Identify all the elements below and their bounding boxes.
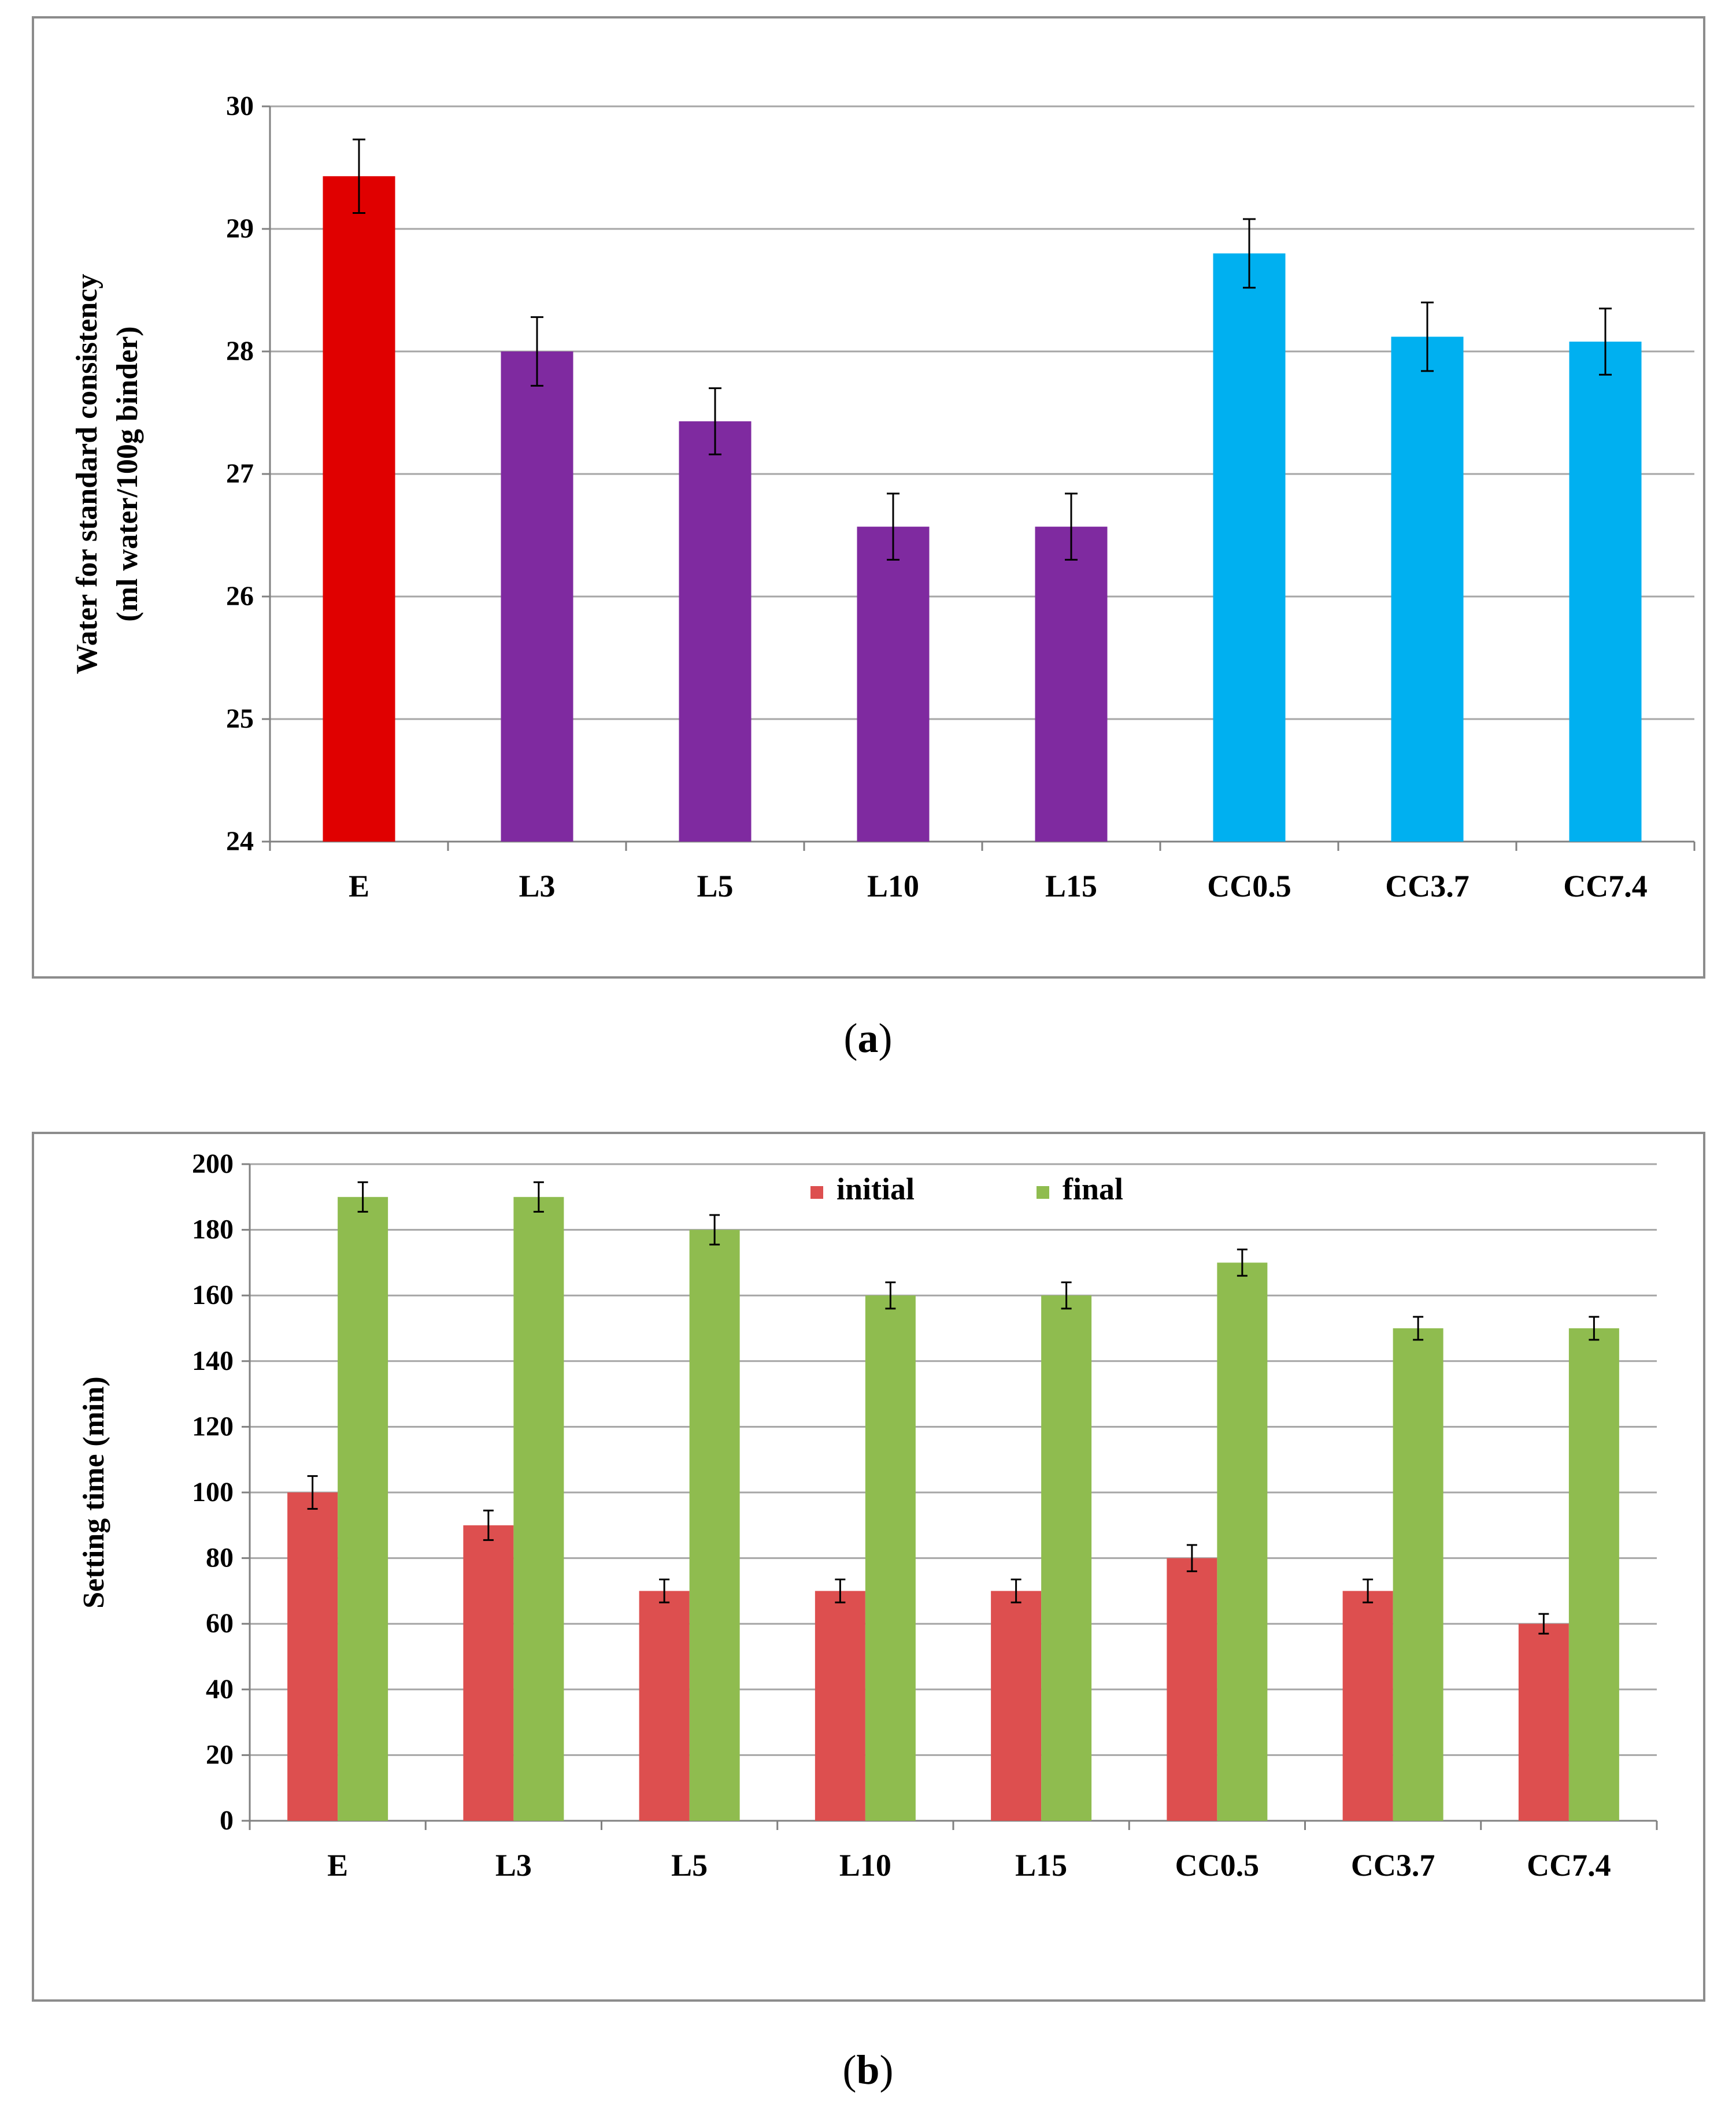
chart-a-x-tick-label: L5 [697, 869, 733, 903]
chart-b-bar-initial [815, 1591, 865, 1821]
chart-a-y-tick-label: 28 [226, 336, 254, 366]
chart-a-x-tick-label: E [349, 869, 369, 903]
chart-b-frame: 0 20 40 60 80 100 120 140 160 180 200 E L3 L5 L10 L15 CC… [32, 1132, 1705, 2002]
chart-b-y-axis-title: Setting time (min) [77, 1376, 110, 1608]
chart-a-y-axis-title-units: (ml water/100g binder) [111, 326, 144, 621]
chart-b-legend-label-initial: initial [836, 1172, 915, 1206]
chart-a-x-tick-label: L15 [1045, 869, 1097, 903]
chart-a-x-tick-label: CC0.5 [1207, 869, 1291, 903]
chart-b-bar-final [1041, 1295, 1092, 1821]
chart-b-y-tick-label: 0 [220, 1805, 234, 1836]
chart-b-legend-swatch-final [1037, 1186, 1049, 1199]
chart-a-bar [1569, 342, 1642, 842]
chart-a-y-tick-label: 25 [226, 703, 254, 734]
chart-a-bar [1213, 253, 1286, 842]
chart-b-x-tick-label: L10 [839, 1848, 891, 1883]
chart-b-x-tick-label: CC7.4 [1527, 1848, 1611, 1883]
chart-a-x-tick-label: CC7.4 [1563, 869, 1648, 903]
chart-b-y-tick-label: 80 [206, 1543, 234, 1573]
chart-b-y-tick-label: 200 [192, 1149, 234, 1179]
chart-a-y-tick-label: 30 [226, 91, 254, 121]
chart-b-y-tick-label: 140 [192, 1346, 234, 1376]
chart-b-y-tick-label: 60 [206, 1608, 234, 1639]
chart-a: 24 25 26 27 28 29 30 E L3 L5 L10 L15 CC0.5 CC3.7 CC7.4… [71, 91, 1696, 903]
chart-b-y-tick-label: 180 [192, 1214, 234, 1245]
chart-b-legend-swatch-initial [810, 1186, 823, 1199]
chart-b-bar-initial [991, 1591, 1042, 1821]
chart-b-bar-initial [463, 1525, 514, 1821]
chart-b-x-tick-label: CC3.7 [1351, 1848, 1435, 1883]
chart-b-y-tick-label: 120 [192, 1411, 234, 1442]
chart-a-bar [1035, 527, 1108, 842]
chart-b-bar-initial [1167, 1558, 1217, 1821]
chart-b-y-tick-label: 160 [192, 1280, 234, 1310]
chart-b-x-tick-label: L5 [671, 1848, 708, 1883]
chart-b-bar-initial [287, 1492, 338, 1821]
chart-a-y-tick-label: 26 [226, 581, 254, 612]
chart-b-y-tick-label: 20 [206, 1739, 234, 1770]
chart-a-x-tick-label: L10 [867, 869, 919, 903]
chart-a-bar [323, 176, 395, 842]
chart-b: 0 20 40 60 80 100 120 140 160 180 200 E L3 L5 L10 L15 CC… [77, 1149, 1658, 1883]
caption-b-letter: b [856, 2047, 880, 2093]
chart-a-bar [1391, 336, 1464, 842]
chart-b-legend-label-final: final [1063, 1172, 1123, 1206]
chart-b-x-tick-label: L3 [495, 1848, 532, 1883]
chart-b-bar-final [1393, 1328, 1443, 1821]
chart-b-bar-final [689, 1229, 740, 1821]
chart-b-bar-initial [1518, 1624, 1569, 1821]
chart-a-y-tick-label: 27 [226, 458, 254, 489]
chart-b-y-tick-label: 100 [192, 1477, 234, 1507]
chart-b-x-tick-label: L15 [1015, 1848, 1067, 1883]
chart-a-bar [501, 351, 573, 842]
caption-a-letter: a [857, 1015, 879, 1061]
chart-b-bar-final [865, 1295, 916, 1821]
chart-a-bar [857, 527, 930, 842]
chart-a-y-tick-label: 24 [226, 826, 254, 857]
chart-b-bar-final [1217, 1262, 1268, 1821]
chart-b-bar-initial [1342, 1591, 1393, 1821]
chart-a-y-axis-title: Water for standard consistency [71, 274, 103, 675]
caption-a: (a) [843, 1015, 893, 1061]
chart-a-x-tick-label: CC3.7 [1385, 869, 1470, 903]
chart-b-bar-initial [639, 1591, 690, 1821]
chart-b-y-tick-label: 40 [206, 1674, 234, 1705]
chart-a-frame: 24 25 26 27 28 29 30 E L3 L5 L10 L15 CC0.5 CC3.7 CC7.4… [32, 16, 1705, 979]
chart-b-bar-final [1568, 1328, 1619, 1821]
chart-a-bar [679, 421, 752, 842]
caption-b: (b) [842, 2047, 894, 2093]
chart-b-x-tick-label: E [327, 1848, 348, 1883]
chart-b-bar-final [513, 1197, 564, 1821]
chart-b-bar-final [338, 1197, 388, 1821]
chart-b-x-tick-label: CC0.5 [1175, 1848, 1260, 1883]
chart-a-y-tick-label: 29 [226, 213, 254, 244]
chart-a-x-tick-label: L3 [519, 869, 555, 903]
